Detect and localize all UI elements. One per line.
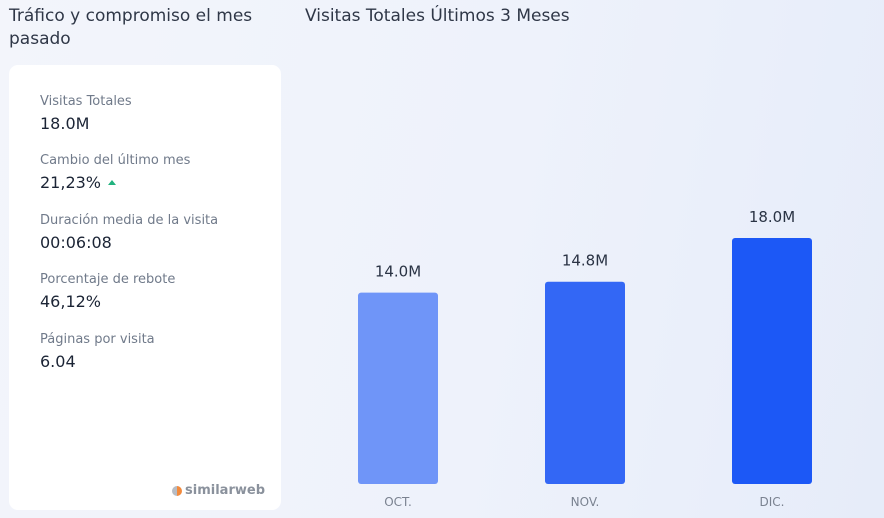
bar-value-label: 18.0M	[749, 208, 795, 226]
stat-value-row: 21,23%	[40, 172, 190, 194]
panel-title: Tráfico y compromiso el mes pasado	[9, 6, 253, 49]
trend-up-icon	[108, 180, 117, 185]
stat-monthly-change: Cambio del último mes 21,23%	[40, 152, 190, 194]
stat-label: Porcentaje de rebote	[40, 272, 176, 287]
bar-value-label: 14.8M	[562, 252, 608, 270]
chart-title: Visitas Totales Últimos 3 Meses	[305, 6, 570, 26]
stat-label: Cambio del último mes	[40, 153, 191, 168]
stat-value: 46,12%	[40, 292, 102, 311]
similarweb-logo[interactable]: similarweb	[172, 483, 265, 498]
x-tick-label: NOV.	[571, 495, 600, 509]
stat-pages-per-visit: Páginas por visita 6.04	[40, 331, 155, 373]
stat-value: 21,23%	[40, 173, 102, 192]
bar-oct[interactable]	[358, 292, 438, 484]
stat-value: 18.0M	[40, 114, 90, 133]
stat-total-visits: Visitas Totales 18.0M	[40, 93, 132, 135]
stats-card: Visitas Totales 18.0M Cambio del último …	[9, 65, 281, 510]
bar-dic[interactable]	[732, 238, 812, 484]
visits-bar-chart: 14.0M OCT. 14.8M NOV. 18.0M DIC.	[358, 208, 812, 509]
bar-value-label: 14.0M	[375, 263, 421, 281]
stat-value: 00:06:08	[40, 233, 112, 252]
similarweb-logo-icon	[172, 485, 183, 496]
stat-label: Visitas Totales	[40, 94, 132, 109]
stat-value: 6.04	[40, 352, 76, 371]
bar-nov[interactable]	[545, 281, 625, 484]
brand-name: similarweb	[185, 483, 265, 498]
x-tick-label: DIC.	[760, 495, 785, 509]
stat-label: Duración media de la visita	[40, 213, 219, 228]
stat-label: Páginas por visita	[40, 332, 155, 347]
stat-avg-duration: Duración media de la visita 00:06:08	[40, 212, 218, 254]
x-tick-label: OCT.	[384, 495, 412, 509]
stat-bounce-rate: Porcentaje de rebote 46,12%	[40, 271, 175, 313]
